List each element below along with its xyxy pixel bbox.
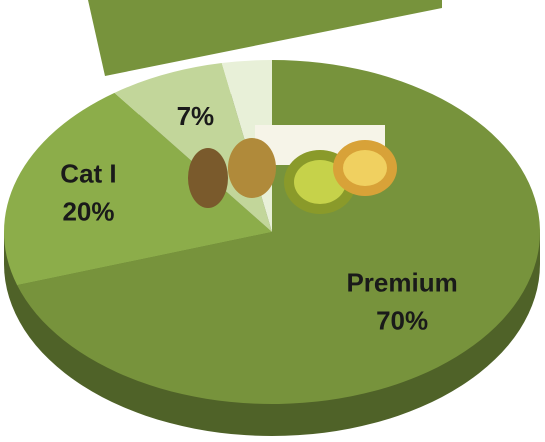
kiwi-picture bbox=[188, 125, 397, 214]
kiwi bbox=[228, 138, 276, 198]
kiwi-flesh bbox=[294, 160, 346, 204]
labels: Premium 70% Cat I 20% 7% bbox=[60, 101, 457, 335]
value-label: 70% bbox=[376, 306, 428, 336]
kiwi bbox=[188, 148, 228, 208]
pie-slice bbox=[3, 92, 272, 286]
value-label: 20% bbox=[62, 197, 114, 227]
value-label: 7% bbox=[177, 101, 215, 131]
pie-slice bbox=[114, 63, 273, 232]
kiwi-flesh bbox=[343, 150, 387, 186]
slice-label: Cat I bbox=[60, 159, 116, 189]
slice-label: Premium bbox=[346, 268, 457, 298]
pie-slice bbox=[17, 60, 540, 404]
overlay-box bbox=[88, 0, 442, 76]
pie bbox=[3, 60, 540, 436]
